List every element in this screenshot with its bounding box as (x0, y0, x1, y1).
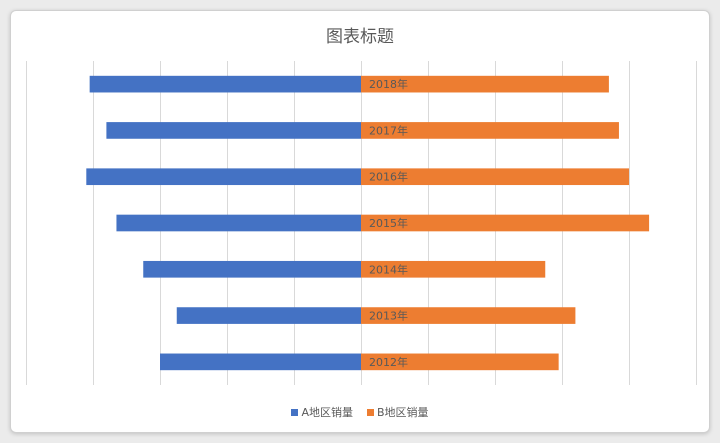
chart-card: 图表标题 2018年 2017年 2016年 2015年 2014年 2013年 2012年… (10, 10, 710, 433)
plot-area: 2018年 2017年 2016年 2015年 2014年 2013年 2012年 (26, 61, 697, 385)
legend: A地区销量 B地区销量 (11, 404, 709, 420)
category-label: 2012年 (369, 355, 408, 369)
bar-a (176, 307, 361, 324)
legend-item-b: B地区销量 (366, 404, 429, 420)
bar-b (361, 307, 576, 324)
bar-b (361, 168, 629, 186)
category-label: 2017年 (369, 123, 408, 137)
legend-label-a: A地区销量 (301, 406, 353, 419)
bar-b (361, 353, 559, 371)
legend-swatch-b (366, 408, 374, 416)
bar-a (106, 122, 362, 139)
category-label: 2013年 (369, 309, 408, 323)
bar-a (143, 260, 361, 278)
legend-label-b: B地区销量 (376, 406, 429, 419)
bar-b (361, 214, 650, 232)
category-label: 2018年 (369, 77, 408, 91)
bar-b (361, 75, 609, 93)
category-label: 2015年 (369, 216, 408, 230)
bar-a (86, 168, 362, 186)
bar-a (116, 214, 361, 232)
bar-b (361, 260, 546, 278)
category-label: 2016年 (369, 170, 408, 184)
bar-a (160, 353, 361, 371)
category-label: 2014年 (369, 262, 408, 276)
chart-title: 图表标题 (326, 27, 394, 47)
legend-item-a: A地区销量 (291, 404, 353, 420)
bar-b (361, 122, 619, 139)
bar-a (89, 75, 362, 93)
legend-swatch-a (291, 408, 299, 416)
